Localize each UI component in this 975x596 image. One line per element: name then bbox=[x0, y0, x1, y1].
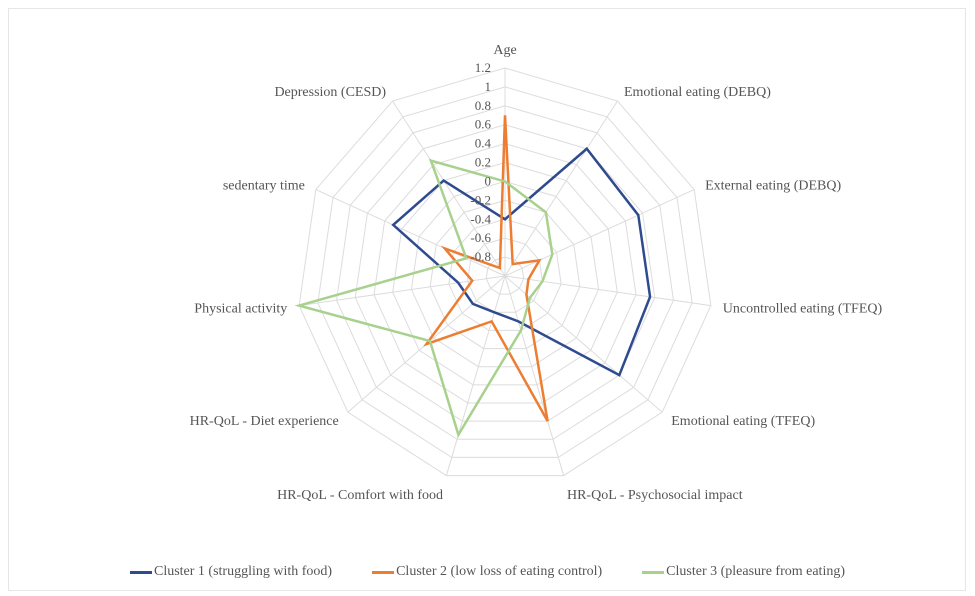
tick-label: 0.4 bbox=[475, 136, 492, 151]
axis-label: Uncontrolled eating (TFEQ) bbox=[723, 301, 883, 316]
axis-label: Emotional eating (DEBQ) bbox=[624, 85, 771, 100]
gridline bbox=[410, 180, 600, 368]
legend-item-cluster-1: Cluster 1 (struggling with food) bbox=[129, 564, 333, 580]
tick-label: -0.8 bbox=[470, 249, 491, 264]
gridline bbox=[317, 86, 693, 458]
legend-item-cluster-2: Cluster 2 (low loss of eating control) bbox=[372, 564, 602, 580]
legend-label-cluster-3: Cluster 3 (pleasure from eating) bbox=[666, 564, 845, 579]
legend-label-cluster-2: Cluster 2 (low loss of eating control) bbox=[396, 564, 603, 579]
tick-label: -0.2 bbox=[470, 192, 491, 207]
axis-label: sedentary time bbox=[223, 179, 305, 194]
series-line-cluster-1 bbox=[391, 146, 652, 377]
gridline bbox=[448, 218, 562, 331]
series-line-cluster-2 bbox=[423, 115, 549, 422]
legend: Cluster 1 (struggling with food) Cluster… bbox=[0, 560, 975, 584]
gridline bbox=[429, 199, 581, 350]
legend-label-cluster-1: Cluster 1 (struggling with food) bbox=[153, 564, 333, 579]
tick-label: -0.4 bbox=[470, 211, 491, 226]
tick-label: 1.2 bbox=[475, 60, 491, 75]
axis-label: External eating (DEBQ) bbox=[705, 179, 841, 194]
spoke bbox=[504, 275, 663, 413]
gridline bbox=[373, 143, 637, 404]
gridline bbox=[336, 105, 674, 440]
tick-label: 0 bbox=[485, 173, 492, 188]
axis-label: Age bbox=[493, 43, 516, 58]
spoke bbox=[315, 189, 506, 277]
gridline bbox=[485, 256, 525, 295]
gridline bbox=[298, 67, 712, 477]
spoke bbox=[504, 275, 565, 476]
tick-label: 1 bbox=[485, 79, 492, 94]
series-line-cluster-3 bbox=[294, 158, 554, 438]
spoke bbox=[445, 275, 506, 476]
axis-label: Physical activity bbox=[194, 301, 287, 316]
tick-label: -0.6 bbox=[470, 230, 491, 245]
spoke bbox=[504, 100, 618, 277]
legend-item-cluster-3: Cluster 3 (pleasure from eating) bbox=[642, 564, 845, 580]
tick-label: 0.6 bbox=[475, 117, 492, 132]
tick-label: 0.8 bbox=[475, 98, 491, 113]
axis-label: Emotional eating (TFEQ) bbox=[671, 414, 815, 429]
axis-label: HR-QoL - Psychosocial impact bbox=[567, 488, 743, 503]
spoke bbox=[299, 275, 506, 307]
chart-frame bbox=[8, 8, 966, 591]
legend-swatch-cluster-1 bbox=[129, 570, 152, 574]
gridline bbox=[392, 162, 618, 386]
axis-label: HR-QoL - Diet experience bbox=[190, 414, 339, 429]
gridline bbox=[354, 124, 656, 422]
tick-label: 0.2 bbox=[475, 155, 491, 170]
axis-label: HR-QoL - Comfort with food bbox=[277, 488, 443, 503]
spoke bbox=[392, 100, 506, 277]
legend-swatch-cluster-2 bbox=[372, 570, 395, 574]
spoke bbox=[504, 275, 711, 307]
legend-swatch-cluster-3 bbox=[642, 570, 665, 574]
axis-label: Depression (CESD) bbox=[274, 85, 386, 100]
